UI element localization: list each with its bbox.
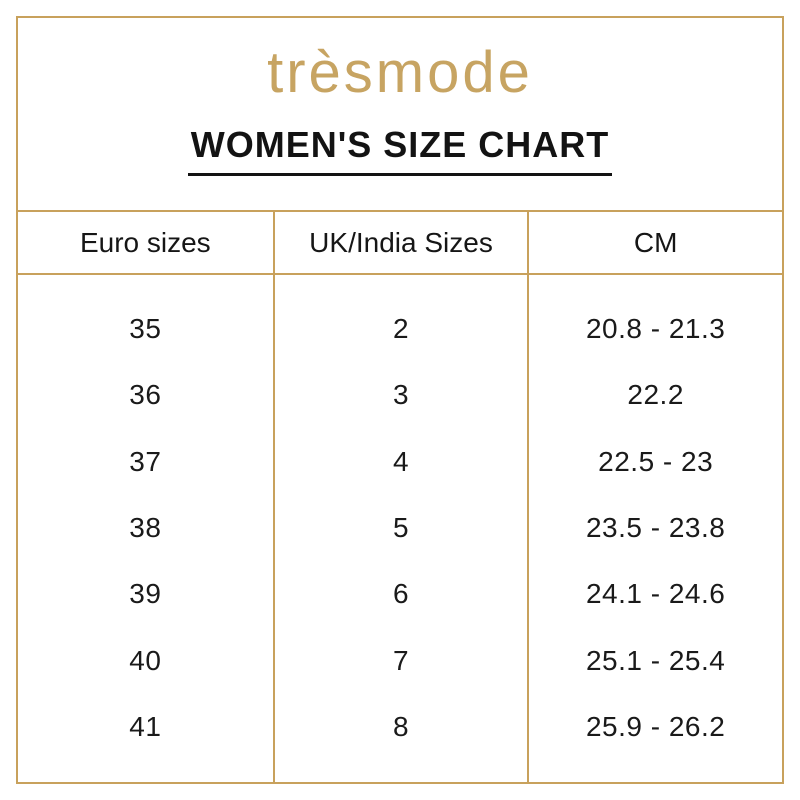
cell-euro-size: 37	[129, 445, 162, 477]
cell-cm-range: 23.5 - 23.8	[585, 511, 726, 543]
cell-cm-range: 24.1 - 24.6	[585, 578, 726, 610]
column-header-uk-india-sizes: UK/India Sizes	[272, 212, 528, 273]
cell-euro-size: 36	[129, 379, 162, 411]
column-header-cm: CM	[527, 212, 782, 273]
cell-cm-range: 25.9 - 26.2	[585, 710, 726, 742]
cell-uk-india-size: 7	[392, 644, 410, 676]
cell-cm-range: 22.5 - 23	[598, 445, 714, 477]
page-title: WOMEN'S SIZE CHART	[187, 126, 613, 176]
cell-uk-india-size: 6	[392, 578, 410, 610]
cell-euro-size: 39	[129, 578, 162, 610]
column-cm: 20.8 - 21.3 22.2 22.5 - 23 23.5 - 23.8 2…	[527, 275, 782, 782]
cell-uk-india-size: 8	[392, 710, 410, 742]
brand-logo: trèsmode	[267, 40, 533, 105]
cell-euro-size: 40	[129, 644, 162, 676]
column-euro-sizes: 35 36 37 38 39 40 41	[18, 275, 273, 782]
cell-euro-size: 35	[129, 313, 162, 345]
outer-gold-frame: trèsmode WOMEN'S SIZE CHART Euro sizes U…	[16, 16, 784, 784]
column-uk-india-sizes: 2 3 4 5 6 7 8	[272, 275, 528, 782]
cell-uk-india-size: 3	[392, 379, 410, 411]
size-table: Euro sizes UK/India Sizes CM 35 36 37 38…	[18, 210, 782, 782]
cell-uk-india-size: 4	[392, 445, 410, 477]
cell-cm-range: 22.2	[627, 379, 684, 411]
cell-uk-india-size: 5	[392, 511, 410, 543]
cell-cm-range: 20.8 - 21.3	[585, 313, 726, 345]
cell-cm-range: 25.1 - 25.4	[585, 644, 726, 676]
table-header-row: Euro sizes UK/India Sizes CM	[18, 210, 782, 275]
cell-euro-size: 41	[129, 710, 162, 742]
cell-euro-size: 38	[129, 511, 162, 543]
brand-area: trèsmode WOMEN'S SIZE CHART	[18, 18, 782, 210]
cell-uk-india-size: 2	[392, 313, 410, 345]
column-header-euro-sizes: Euro sizes	[79, 226, 211, 258]
table-body: 35 36 37 38 39 40 41 2 3 4 5 6 7 8	[18, 275, 782, 782]
